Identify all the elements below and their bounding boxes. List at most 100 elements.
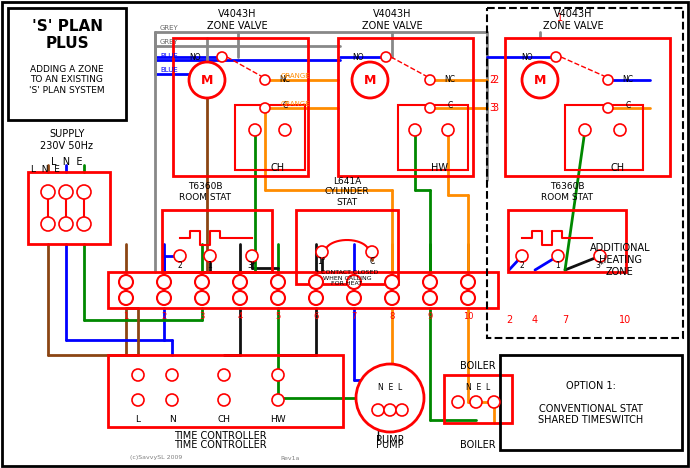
Text: NO: NO	[352, 52, 364, 61]
Bar	[338, 38, 473, 176]
Circle shape	[385, 291, 399, 305]
Circle shape	[425, 75, 435, 85]
Text: BOILER: BOILER	[460, 361, 496, 371]
Text: ORANGE: ORANGE	[280, 73, 310, 79]
Text: 2: 2	[489, 75, 495, 85]
Text: ORANGE: ORANGE	[280, 101, 310, 107]
Bar	[162, 210, 272, 272]
Circle shape	[279, 124, 291, 136]
Text: PUMP: PUMP	[376, 435, 404, 445]
Text: GREY: GREY	[160, 39, 179, 45]
Text: 2: 2	[492, 75, 498, 85]
Circle shape	[119, 275, 133, 289]
Circle shape	[579, 124, 591, 136]
Circle shape	[425, 103, 435, 113]
Text: PUMP: PUMP	[376, 440, 404, 450]
Circle shape	[522, 62, 558, 98]
Text: OPTION 1:

CONVENTIONAL STAT
SHARED TIMESWITCH: OPTION 1: CONVENTIONAL STAT SHARED TIMES…	[538, 380, 644, 425]
Circle shape	[461, 275, 475, 289]
Text: HW: HW	[270, 416, 286, 424]
Text: 2: 2	[520, 261, 524, 270]
Text: TIME CONTROLLER: TIME CONTROLLER	[174, 431, 266, 441]
Text: 5: 5	[275, 312, 281, 321]
Text: 10: 10	[463, 312, 473, 321]
Circle shape	[309, 275, 323, 289]
Circle shape	[271, 275, 285, 289]
Circle shape	[189, 62, 225, 98]
Text: Rev1a: Rev1a	[280, 455, 299, 461]
Text: SUPPLY
230V 50Hz: SUPPLY 230V 50Hz	[41, 129, 94, 151]
Text: C: C	[369, 257, 375, 266]
Text: 7: 7	[351, 312, 357, 321]
Circle shape	[260, 103, 270, 113]
Bar	[296, 210, 398, 284]
Text: 2: 2	[506, 315, 512, 325]
Text: L  N  E: L N E	[30, 166, 59, 175]
Text: 1°: 1°	[317, 257, 326, 266]
Circle shape	[260, 75, 270, 85]
Circle shape	[594, 250, 606, 262]
Circle shape	[309, 291, 323, 305]
Text: 7: 7	[562, 315, 568, 325]
Circle shape	[132, 369, 144, 381]
Text: 4: 4	[532, 315, 538, 325]
Bar	[508, 210, 626, 272]
Circle shape	[119, 291, 133, 305]
Text: 3*: 3*	[595, 261, 604, 270]
Text: C: C	[447, 101, 453, 110]
Text: 1: 1	[208, 261, 213, 270]
Circle shape	[614, 124, 626, 136]
Bar	[487, 8, 683, 338]
Circle shape	[59, 185, 73, 199]
Text: V4043H
ZONE VALVE: V4043H ZONE VALVE	[207, 9, 267, 31]
Circle shape	[166, 369, 178, 381]
Text: 3: 3	[492, 103, 498, 113]
Circle shape	[166, 394, 178, 406]
Text: 1: 1	[557, 13, 563, 23]
Text: T6360B
ROOM STAT: T6360B ROOM STAT	[179, 183, 231, 202]
Text: ADDING A ZONE
TO AN EXISTING
'S' PLAN SYSTEM: ADDING A ZONE TO AN EXISTING 'S' PLAN SY…	[29, 65, 105, 95]
Text: NC: NC	[279, 75, 290, 85]
Circle shape	[272, 394, 284, 406]
Circle shape	[352, 62, 388, 98]
Text: C: C	[282, 101, 288, 110]
Text: M: M	[534, 73, 546, 87]
Circle shape	[218, 394, 230, 406]
Text: 10: 10	[619, 315, 631, 325]
Circle shape	[423, 275, 437, 289]
Circle shape	[132, 394, 144, 406]
Text: L641A
CYLINDER
STAT: L641A CYLINDER STAT	[325, 177, 369, 207]
Bar	[173, 38, 308, 176]
Text: L  N  E: L N E	[51, 157, 83, 167]
Bar	[500, 355, 682, 450]
Circle shape	[174, 250, 186, 262]
Circle shape	[41, 185, 55, 199]
Text: CH: CH	[217, 416, 230, 424]
Circle shape	[372, 404, 384, 416]
Circle shape	[271, 291, 285, 305]
Bar	[565, 105, 643, 170]
Circle shape	[603, 75, 613, 85]
Text: 4: 4	[237, 312, 243, 321]
Text: 2: 2	[161, 312, 166, 321]
Bar	[8, 8, 126, 120]
Text: ADDITIONAL
HEATING
ZONE: ADDITIONAL HEATING ZONE	[590, 243, 650, 277]
Text: V4043H
ZONE VALVE: V4043H ZONE VALVE	[543, 9, 603, 31]
Circle shape	[233, 291, 247, 305]
Circle shape	[396, 404, 408, 416]
Circle shape	[442, 124, 454, 136]
Text: NC: NC	[622, 75, 633, 85]
Circle shape	[552, 250, 564, 262]
Circle shape	[233, 275, 247, 289]
Text: N  E  L: N E L	[466, 383, 490, 393]
Bar	[28, 172, 110, 244]
Text: NO: NO	[189, 52, 201, 61]
Circle shape	[384, 404, 396, 416]
Circle shape	[347, 275, 361, 289]
Text: NO: NO	[521, 52, 533, 61]
Circle shape	[157, 275, 171, 289]
Circle shape	[77, 185, 91, 199]
Text: BOILER: BOILER	[460, 440, 496, 450]
Bar	[108, 272, 498, 308]
Text: 3: 3	[489, 103, 495, 113]
